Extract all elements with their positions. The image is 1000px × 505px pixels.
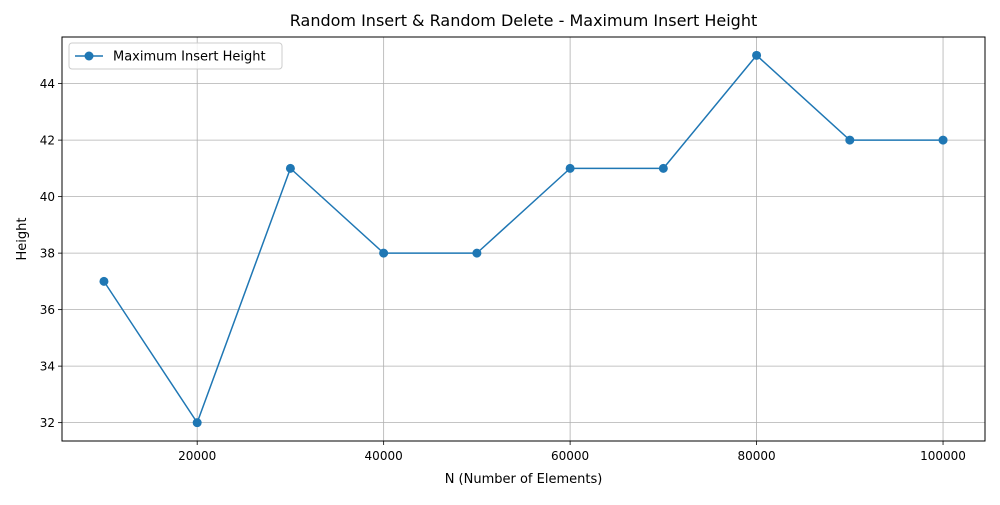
axis-ticks: 20000 40000 60000 80000 100000 32 34 36 38 40 42 44	[40, 77, 966, 463]
y-tick-label: 42	[40, 133, 55, 147]
data-point	[192, 418, 202, 428]
data-point	[472, 248, 482, 258]
y-tick-label: 32	[40, 416, 55, 430]
x-tick-label: 40000	[365, 449, 403, 463]
y-tick-label: 40	[40, 190, 55, 204]
legend-marker-swatch	[84, 51, 94, 61]
data-point	[658, 163, 668, 173]
data-point	[379, 248, 389, 258]
y-tick-label: 38	[40, 246, 55, 260]
gridlines	[62, 37, 985, 441]
data-point	[752, 50, 762, 60]
data-point	[565, 163, 575, 173]
x-tick-label: 60000	[551, 449, 589, 463]
series-line	[103, 54, 944, 424]
data-point	[99, 276, 109, 286]
x-tick-label: 100000	[920, 449, 966, 463]
x-axis-label: N (Number of Elements)	[445, 472, 603, 487]
x-tick-label: 20000	[178, 449, 216, 463]
y-tick-label: 34	[40, 359, 55, 373]
legend: Maximum Insert Height	[68, 42, 283, 70]
y-tick-label: 36	[40, 303, 55, 317]
plot-area-frame	[61, 36, 986, 442]
data-point	[845, 135, 855, 145]
x-tick-label: 80000	[737, 449, 775, 463]
legend-box	[68, 42, 283, 70]
data-point	[285, 163, 295, 173]
series-layer	[99, 50, 948, 428]
data-point	[938, 135, 948, 145]
y-tick-label: 44	[40, 77, 55, 91]
y-axis-label: Height	[15, 218, 30, 261]
plot-area-background	[62, 37, 985, 441]
chart-title: Random Insert & Random Delete - Maximum …	[290, 11, 758, 30]
legend-label: Maximum Insert Height	[113, 50, 266, 65]
